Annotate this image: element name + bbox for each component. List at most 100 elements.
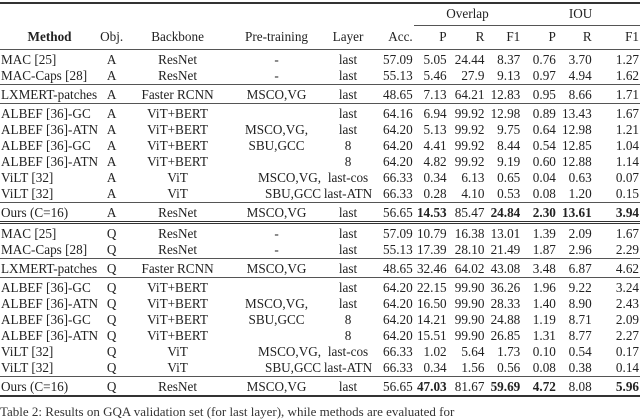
cell-overlap-p: 0.34: [423, 359, 447, 375]
cell-acc: 56.65: [374, 375, 414, 396]
table-row: ViLT [32] A ViT SBU,GCC last-ATN 66.33 0.28 4.1…: [0, 186, 640, 203]
cell-overlap-p: 10.79: [413, 220, 448, 242]
table-body: MAC [25] A ResNet - last 57.09 5.05 24.44 8.37 0.…: [0, 48, 640, 396]
cell-iou-f1: 1.71: [592, 83, 640, 103]
cell-layer: last-ATN: [323, 359, 373, 375]
table-row: ViLT [32] A ViT MSCO,VG, last-cos 66.33 0.34 6.…: [0, 170, 640, 186]
cell-pretraining: -: [231, 48, 323, 68]
cell-obj: A: [106, 169, 117, 185]
cell-pretraining: -: [274, 241, 279, 257]
cell-iou-r: 8.77: [568, 327, 592, 343]
cell-obj: A: [99, 83, 125, 103]
cell-iou-r: 3.70: [556, 48, 593, 68]
cell-layer: last: [322, 48, 375, 68]
cell-layer: last: [322, 375, 375, 396]
cell-method: ViLT [32]: [1, 343, 54, 359]
cell-obj: A: [106, 185, 117, 201]
cell-overlap-f1: 13.01: [485, 220, 522, 242]
cell-obj: Q: [106, 343, 117, 359]
cell-pretraining: [231, 154, 322, 170]
cell-layer: 8: [344, 153, 352, 169]
cell-iou-r: 2.96: [568, 241, 592, 257]
cell-pretraining: -: [231, 220, 323, 242]
cell-overlap-f1: 8.44: [497, 137, 521, 153]
cell-backbone: ResNet: [124, 48, 231, 68]
cell-iou-p: 1.31: [532, 327, 556, 343]
cell-overlap-p: 15.51: [416, 327, 447, 343]
cell-overlap-r: 5.64: [461, 343, 485, 359]
cell-acc: 64.20: [383, 327, 413, 343]
cell-layer: last: [338, 241, 358, 257]
cell-obj: Q: [99, 276, 125, 296]
cell-overlap-r: 99.92: [454, 137, 485, 153]
cell-method: MAC-Caps [28]: [1, 241, 88, 257]
cell-iou-p: 0.08: [532, 359, 556, 375]
cell-iou-r: 9.22: [556, 276, 593, 296]
cell-overlap-r: 85.47: [447, 201, 486, 222]
cell-obj: Q: [106, 311, 117, 327]
table-row: ALBEF [36]-GC A ViT+BERT last 64.16 6.94 99.92…: [0, 102, 640, 122]
cell-backbone: ViT+BERT: [147, 121, 208, 137]
cell-obj: A: [106, 137, 117, 153]
cell-method: Ours (C=16): [0, 375, 100, 396]
cell-pretraining: [231, 102, 323, 122]
cell-iou-f1: 1.21: [615, 121, 639, 137]
cell-backbone: ViT+BERT: [124, 276, 231, 296]
cell-overlap-r: 99.90: [447, 276, 486, 296]
cell-acc: 64.20: [374, 276, 414, 296]
cell-method: ALBEF [36]-GC: [1, 311, 91, 327]
cell-overlap-r: 4.10: [461, 185, 485, 201]
cell-overlap-r: 99.92: [454, 153, 485, 169]
column-header-iou-p: P: [548, 29, 556, 44]
cell-acc: 57.09: [374, 48, 414, 68]
cell-acc: 66.33: [383, 169, 413, 185]
cell-acc: 66.33: [383, 185, 413, 201]
column-header-iou-r: R: [582, 29, 592, 44]
cell-obj: Q: [106, 359, 117, 375]
header-group-iou: IOU: [521, 3, 640, 26]
cell-iou-p: 4.72: [521, 375, 557, 396]
cell-overlap-p: 17.39: [416, 241, 447, 257]
cell-iou-r: 12.85: [562, 137, 592, 153]
cell-overlap-p: 5.13: [423, 121, 447, 137]
cell-iou-p: 0.64: [532, 121, 556, 137]
cell-overlap-f1: 43.08: [485, 257, 522, 277]
cell-iou-r: 2.09: [556, 220, 593, 242]
table-row: ALBEF [36]-GC Q ViT+BERT last 64.20 22.15 99.9…: [0, 276, 640, 296]
cell-backbone: ResNet: [158, 241, 197, 257]
cell-overlap-r: 99.90: [454, 295, 485, 311]
cell-overlap-f1: 0.53: [497, 185, 521, 201]
results-table-container: Overlap IOU Method Obj. Backbone Pre-traini…: [0, 2, 640, 397]
cell-overlap-f1: 9.13: [497, 67, 521, 83]
cell-iou-r: 12.88: [562, 153, 592, 169]
cell-pretraining: MSCO,VG: [231, 375, 323, 396]
cell-iou-p: 0.54: [532, 137, 556, 153]
cell-iou-r: 0.63: [568, 169, 592, 185]
cell-overlap-f1: 24.88: [490, 311, 521, 327]
cell-iou-r: 8.71: [568, 311, 592, 327]
cell-acc: 56.65: [374, 201, 414, 222]
cell-iou-p: 0.95: [521, 83, 557, 103]
cell-overlap-r: 28.10: [454, 241, 485, 257]
cell-layer: 8: [344, 327, 352, 343]
cell-layer: last: [322, 257, 375, 277]
cell-method: MAC [25]: [0, 220, 100, 242]
cell-iou-f1: 3.24: [592, 276, 640, 296]
cell-overlap-p: 1.02: [423, 343, 447, 359]
cell-obj: A: [99, 48, 125, 68]
cell-iou-p: 1.40: [532, 295, 556, 311]
cell-layer: last: [338, 121, 358, 137]
cell-iou-r: 12.98: [562, 121, 592, 137]
cell-backbone: ViT: [167, 343, 188, 359]
cell-pretraining: MSCO,VG: [231, 201, 323, 222]
cell-layer: last: [322, 83, 375, 103]
cell-iou-f1: 1.67: [592, 220, 640, 242]
header-group-overlap: Overlap: [413, 3, 522, 26]
cell-obj: Q: [106, 327, 117, 343]
cell-backbone: ViT+BERT: [147, 153, 208, 169]
cell-acc: 66.33: [383, 343, 413, 359]
cell-backbone: ViT: [167, 169, 188, 185]
cell-iou-p: 0.08: [532, 185, 556, 201]
cell-iou-p: 0.89: [521, 102, 557, 122]
cell-iou-r: 0.38: [568, 359, 592, 375]
